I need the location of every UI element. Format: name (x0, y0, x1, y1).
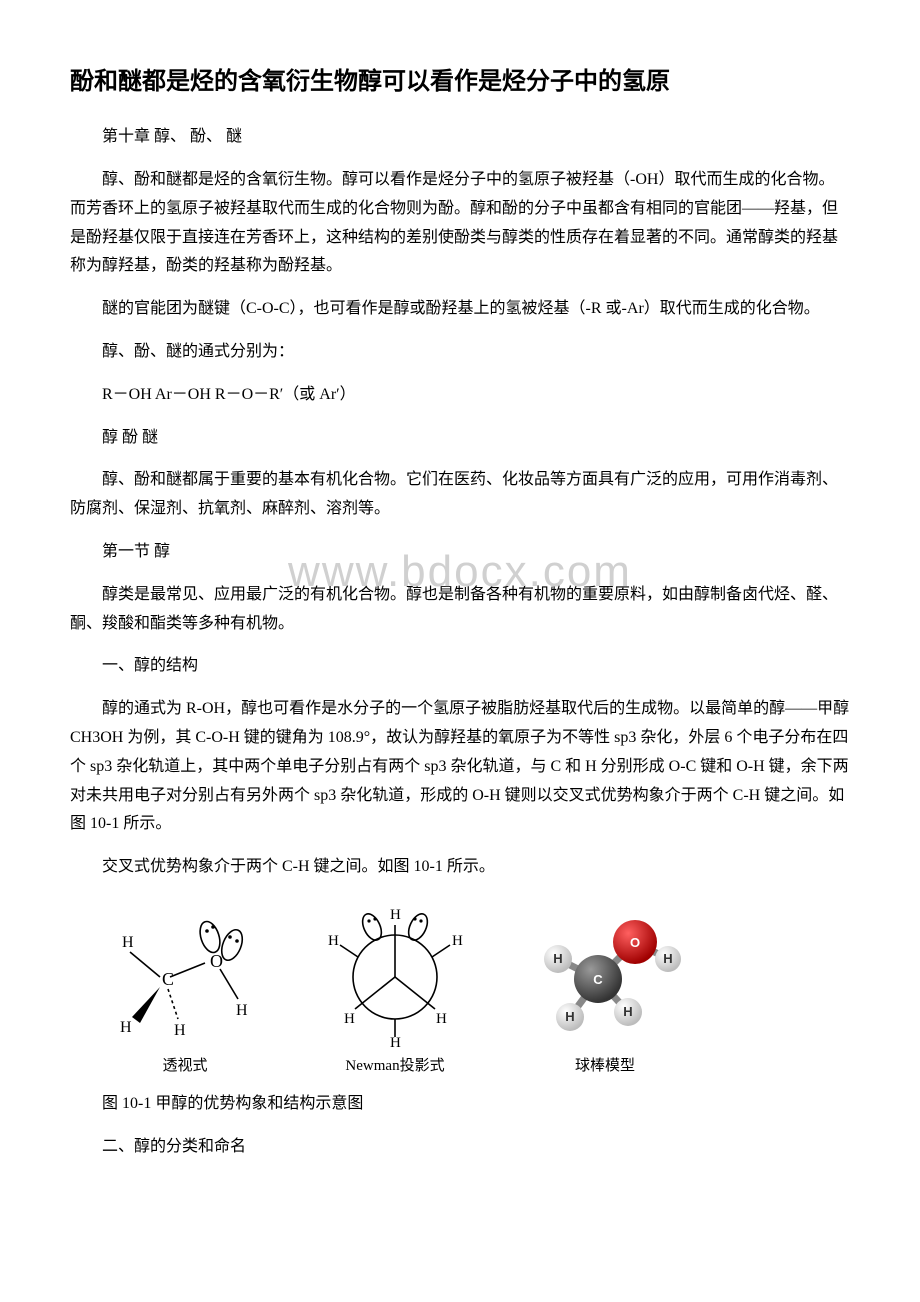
svg-text:H: H (553, 951, 562, 966)
paragraph: 醇、酚和醚都是烃的含氧衍生物。醇可以看作是烃分子中的氢原子被羟基（-OH）取代而… (70, 166, 850, 281)
paragraph: 醇、酚、醚的通式分别为： (70, 338, 850, 367)
chapter-heading: 第十章 醇、 酚、 醚 (70, 123, 850, 152)
svg-text:H: H (328, 933, 339, 949)
figure-caption: 图 10-1 甲醇的优势构象和结构示意图 (70, 1090, 850, 1119)
svg-text:H: H (236, 1002, 248, 1019)
ballstick-diagram: O C H H H H 球棒模型 (520, 897, 690, 1080)
svg-text:C: C (162, 969, 174, 989)
svg-text:H: H (122, 934, 134, 951)
paragraph: 醚的官能团为醚键（C-O-C），也可看作是醇或酚羟基上的氢被烃基（-R 或-Ar… (70, 295, 850, 324)
svg-text:C: C (593, 972, 603, 987)
perspective-diagram: C O H H (100, 897, 270, 1080)
svg-text:H: H (174, 1022, 186, 1039)
subsection-heading: 一、醇的结构 (70, 652, 850, 681)
paragraph: 醇的通式为 R-OH，醇也可看作是水分子的一个氢原子被脂肪烃基取代后的生成物。以… (70, 695, 850, 839)
svg-text:H: H (390, 1035, 401, 1047)
newman-diagram: H H H H H H Newman投影式 (310, 897, 480, 1080)
svg-text:H: H (344, 1011, 355, 1027)
figure-row: C O H H (100, 897, 850, 1080)
subsection-heading: 二、醇的分类和命名 (70, 1133, 850, 1162)
svg-text:H: H (120, 1019, 132, 1036)
svg-text:H: H (623, 1004, 632, 1019)
ballstick-label: 球棒模型 (520, 1053, 690, 1080)
page-title: 酚和醚都是烃的含氧衍生物醇可以看作是烃分子中的氢原 (70, 60, 850, 103)
svg-text:H: H (452, 933, 463, 949)
section-heading: 第一节 醇 (70, 538, 850, 567)
svg-text:H: H (436, 1011, 447, 1027)
perspective-label: 透视式 (100, 1053, 270, 1080)
formula-line: R－OH Ar－OH R－O－R′（或 Ar′） (70, 381, 850, 410)
svg-text:H: H (663, 951, 672, 966)
newman-label: Newman投影式 (310, 1053, 480, 1080)
paragraph: 醇类是最常见、应用最广泛的有机化合物。醇也是制备各种有机物的重要原料，如由醇制备… (70, 581, 850, 639)
svg-text:H: H (565, 1009, 574, 1024)
svg-text:O: O (210, 951, 223, 971)
paragraph: 交叉式优势构象介于两个 C-H 键之间。如图 10-1 所示。 (70, 853, 850, 882)
svg-text:O: O (630, 935, 640, 950)
svg-text:H: H (390, 907, 401, 923)
formula-labels: 醇 酚 醚 (70, 424, 850, 453)
paragraph: 醇、酚和醚都属于重要的基本有机化合物。它们在医药、化妆品等方面具有广泛的应用，可… (70, 466, 850, 524)
